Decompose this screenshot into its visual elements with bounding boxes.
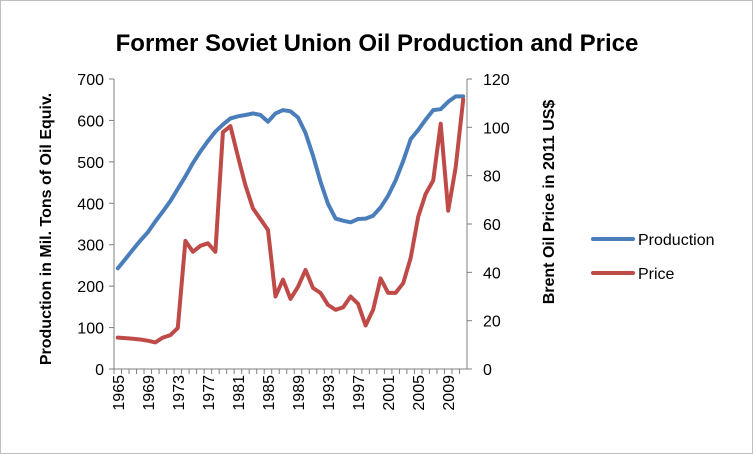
y-left-tick-label: 400 [77,196,104,213]
y-left-tick-label: 700 [77,72,104,89]
y-right-tick-label: 0 [483,362,492,379]
y-left-tick-label: 200 [77,279,104,296]
x-tick-label: 1973 [171,375,188,411]
y-left-tick-label: 0 [95,362,104,379]
x-tick-label: 1965 [111,375,128,411]
y-left-tick-label: 600 [77,113,104,130]
x-axis-ticks: 1965 1969 1973 1977 1981 1985 1989 1993 1997 2001… [111,369,460,411]
x-tick-label: 1969 [141,375,158,411]
x-tick-label: 2001 [381,375,398,411]
y-left-tick-label: 500 [77,155,104,172]
y-left-tick-label: 100 [77,321,104,338]
y-right-tick-label: 100 [483,120,510,137]
x-tick-label: 1977 [201,375,218,411]
legend-label-price: Price [638,266,675,283]
y-right-tick-label: 20 [483,314,501,331]
series-line-price [115,97,466,345]
y-right-tick-label: 40 [483,265,501,282]
series-line-production [115,94,466,271]
plot-area [115,94,466,345]
y-axis-left-ticks: 0 100 200 300 400 500 600 700 [77,72,114,379]
x-tick-label: 1997 [351,375,368,411]
x-tick-label: 2005 [411,375,428,411]
x-tick-label: 1981 [231,375,248,411]
y-right-tick-label: 120 [483,72,510,89]
y-right-tick-label: 60 [483,217,501,234]
y-right-tick-label: 80 [483,169,501,186]
y-left-tick-label: 300 [77,238,104,255]
y-axis-right-ticks: 0 20 40 60 80 100 120 [467,72,510,379]
legend-label-production: Production [638,232,715,249]
x-tick-label: 1985 [261,375,278,411]
chart-title: Former Soviet Union Oil Production and P… [116,30,639,57]
y-axis-right-label: Brent Oil Price in 2011 US$ [541,100,558,305]
y-axis-left-label: Production in Mil. Tons of Oil Equiv. [38,93,55,365]
x-tick-label: 1993 [321,375,338,411]
legend: Production Price [591,232,715,283]
x-tick-label: 2009 [441,375,458,411]
x-tick-label: 1989 [291,375,308,411]
